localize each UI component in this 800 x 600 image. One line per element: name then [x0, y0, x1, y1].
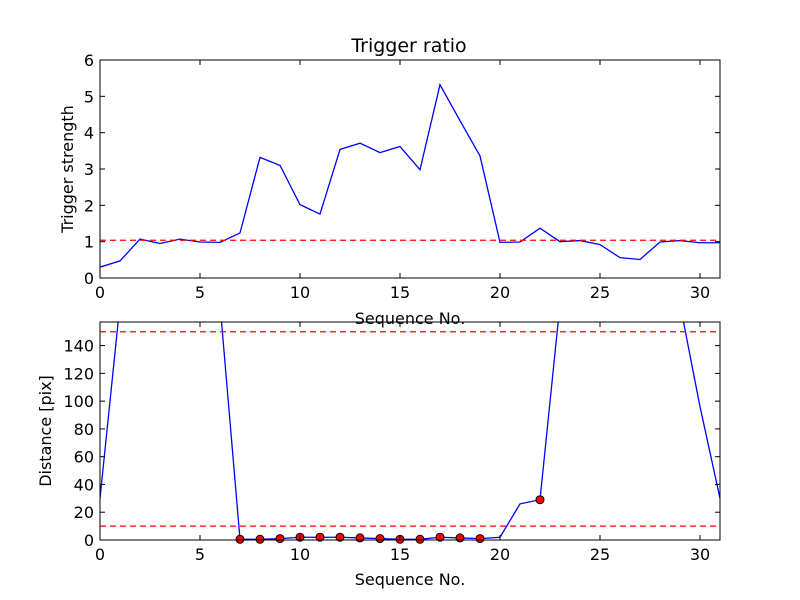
y-tick-label: 60: [74, 448, 94, 467]
reference-lines: [100, 331, 720, 527]
y-tick-label: 40: [74, 475, 94, 494]
x-axis-label: Sequence No.: [355, 309, 466, 328]
plot-frame: [99, 321, 721, 541]
y-tick-label: 6: [84, 51, 94, 70]
y-axis-label: Trigger strength: [58, 105, 77, 234]
data-point: [375, 534, 385, 544]
series-line: [100, 82, 720, 268]
series-group: [100, 82, 720, 268]
series-line: [100, 322, 720, 540]
axis-ticks: 0 5 10 15 20 25 30 0 1 2 3 4 5 6: [84, 51, 720, 302]
y-tick-label: 20: [74, 503, 94, 522]
x-tick-label: 25: [590, 283, 610, 302]
y-axis-label: Distance [pix]: [36, 375, 55, 487]
x-tick-label: 20: [490, 283, 510, 302]
chart-title: Trigger ratio: [350, 35, 466, 57]
x-tick-label: 5: [195, 283, 205, 302]
series-group: [100, 322, 720, 540]
x-tick-label: 30: [690, 283, 710, 302]
data-point: [335, 532, 345, 542]
data-point: [355, 533, 365, 543]
x-tick-label: 15: [390, 545, 410, 564]
x-tick-label: 0: [95, 283, 105, 302]
x-tick-label: 5: [195, 545, 205, 564]
data-point: [475, 534, 485, 544]
data-point: [435, 532, 445, 542]
y-tick-label: 0: [84, 269, 94, 288]
markers-group: [235, 495, 545, 544]
y-tick-label: 3: [84, 160, 94, 179]
y-tick-label: 80: [74, 420, 94, 439]
axis-ticks: 0 5 10 15 20 25 30 0 20 40 60 80 100 120 140: [63, 322, 720, 564]
data-point: [255, 534, 265, 544]
plot-frame: [99, 59, 721, 279]
x-tick-label: 10: [290, 283, 310, 302]
y-tick-label: 120: [63, 364, 94, 383]
x-tick-label: 25: [590, 545, 610, 564]
trigger-ratio-chart: Trigger ratio 0 5 10 15 20 25 30 0 1 2 3 4 5 6 Sequen…: [58, 35, 721, 328]
y-tick-label: 0: [84, 531, 94, 550]
x-tick-label: 15: [390, 283, 410, 302]
data-point: [535, 495, 545, 505]
data-point: [455, 533, 465, 543]
y-tick-label: 140: [63, 337, 94, 356]
data-point: [235, 534, 245, 544]
x-axis-label: Sequence No.: [355, 570, 466, 589]
distance-chart: 0 5 10 15 20 25 30 0 20 40 60 80 100 120 140 Sequence …: [36, 321, 721, 589]
x-tick-label: 30: [690, 545, 710, 564]
y-tick-label: 2: [84, 196, 94, 215]
data-point: [315, 532, 325, 542]
x-tick-label: 0: [95, 545, 105, 564]
y-tick-label: 4: [84, 124, 94, 143]
x-tick-label: 10: [290, 545, 310, 564]
data-point: [415, 534, 425, 544]
x-tick-label: 20: [490, 545, 510, 564]
data-point: [275, 534, 285, 544]
y-tick-label: 100: [63, 392, 94, 411]
y-tick-label: 1: [84, 233, 94, 252]
y-tick-label: 5: [84, 87, 94, 106]
